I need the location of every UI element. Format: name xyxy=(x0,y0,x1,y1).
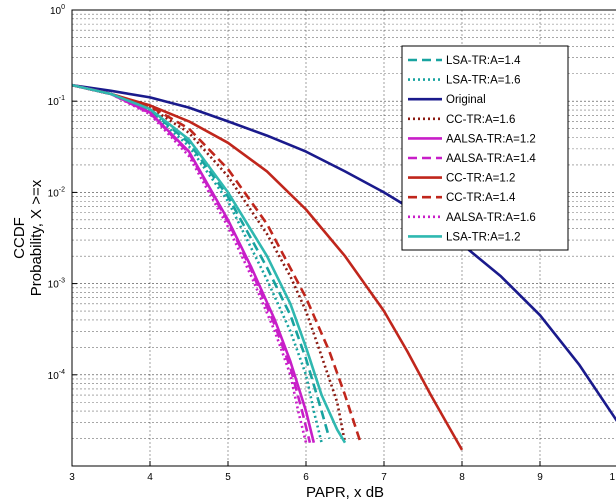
y-axis-label-line1: CCDF xyxy=(11,217,28,259)
y-axis-label-line2: Probability, X >=x xyxy=(28,179,45,296)
legend-label-2: LSA-TR:A=1.6 xyxy=(446,75,520,87)
grid-layer xyxy=(72,10,616,467)
x-tick-label: 9 xyxy=(537,472,543,483)
x-tick-label: 4 xyxy=(147,472,153,483)
legend-label-10: LSA-TR:A=1.2 xyxy=(446,231,520,243)
x-tick-label: 8 xyxy=(459,472,465,483)
legend-label-8: CC-TR:A=1.4 xyxy=(446,192,516,204)
x-tick-label: 6 xyxy=(303,472,309,483)
legend-label-9: AALSA-TR:A=1.6 xyxy=(446,212,536,224)
series-line-8 xyxy=(71,83,362,444)
legend-label-1: LSA-TR:A=1.4 xyxy=(446,55,521,67)
curve-layer xyxy=(71,83,616,451)
series-line-4 xyxy=(71,83,347,443)
legend-label-3: Original xyxy=(446,94,486,106)
x-tick-label: 1 xyxy=(609,472,615,483)
x-tick-label: 7 xyxy=(381,472,387,483)
legend-label-6: AALSA-TR:A=1.4 xyxy=(446,153,536,165)
legend: LSA-TR:A=1.4 LSA-TR:A=1.6 Original CC-TR:A=… xyxy=(401,45,569,251)
plot-frame xyxy=(71,9,616,467)
x-axis-label: PAPR, x dB xyxy=(306,484,384,501)
legend-label-4: CC-TR:A=1.6 xyxy=(446,114,515,126)
series-line-3 xyxy=(71,83,616,422)
legend-label-5: AALSA-TR:A=1.2 xyxy=(446,133,536,145)
x-tick-label: 5 xyxy=(225,472,231,483)
series-line-9 xyxy=(71,83,308,444)
series-line-7 xyxy=(71,83,464,451)
x-tick-label: 3 xyxy=(69,472,75,483)
series-line-10 xyxy=(71,83,347,444)
legend-label-7: CC-TR:A=1.2 xyxy=(446,173,515,185)
